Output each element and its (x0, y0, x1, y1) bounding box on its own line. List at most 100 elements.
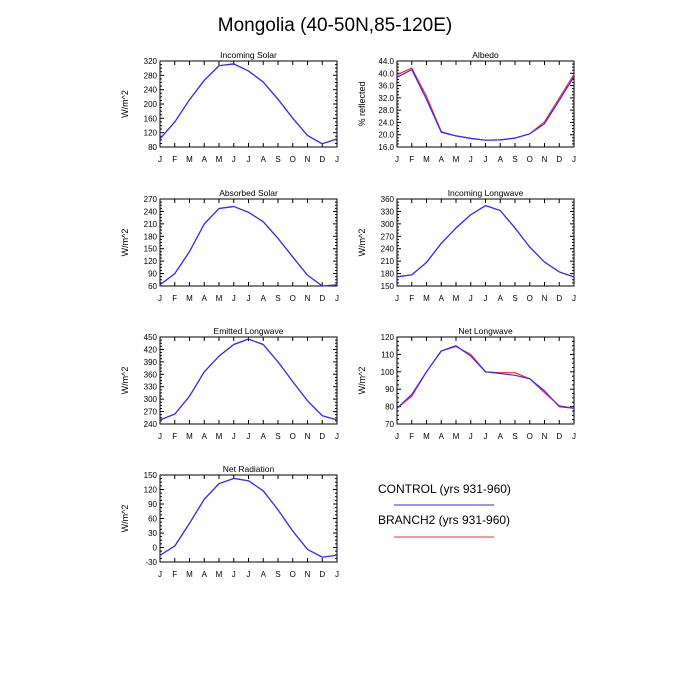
y-tick-label: 0 (153, 544, 158, 553)
x-tick-label: D (319, 155, 325, 164)
x-tick-label: O (527, 432, 533, 441)
x-tick-label: N (542, 432, 548, 441)
series-line-control (159, 205, 338, 287)
x-tick-label: M (423, 155, 430, 164)
y-tick-label: 36.0 (378, 82, 394, 91)
x-tick-label: J (572, 155, 576, 164)
y-axis-label: W/m^2 (120, 229, 130, 257)
x-tick-label: O (290, 570, 296, 579)
y-tick-label: 70 (385, 420, 394, 429)
x-tick-label: M (423, 432, 430, 441)
panel-title: Net Radiation (223, 464, 275, 474)
y-tick-label: 28.0 (378, 106, 394, 115)
x-tick-label: A (261, 155, 267, 164)
x-tick-label: J (572, 432, 576, 441)
y-tick-label: 300 (381, 220, 395, 229)
x-tick-label: S (512, 155, 517, 164)
panel-4: Emitted Longwave W/m^2 240 270 300 330 360 390 4… (120, 326, 339, 441)
x-tick-label: D (319, 570, 325, 579)
x-tick-label: M (453, 432, 460, 441)
x-tick-label: J (247, 570, 251, 579)
series-line-branch2 (396, 346, 575, 409)
y-tick-label: 16.0 (378, 143, 394, 152)
x-tick-label: J (469, 432, 473, 441)
x-tick-label: F (172, 570, 177, 579)
panel-2: Absorbed Solar W/m^2 60 90 120 150 180 210 240 27… (120, 188, 339, 303)
x-tick-label: J (395, 294, 399, 303)
y-tick-label: 320 (144, 57, 158, 66)
x-tick-label: S (275, 570, 280, 579)
x-tick-label: D (319, 432, 325, 441)
x-tick-label: O (290, 155, 296, 164)
x-tick-label: J (484, 155, 488, 164)
x-tick-label: S (275, 432, 280, 441)
x-tick-label: N (305, 294, 311, 303)
y-axis-label: W/m^2 (357, 229, 367, 257)
x-tick-label: J (232, 155, 236, 164)
y-tick-label: 32.0 (378, 94, 394, 103)
series-line-control (396, 68, 575, 141)
x-tick-label: F (409, 294, 414, 303)
panel-title: Absorbed Solar (219, 188, 278, 198)
panel-title: Albedo (472, 50, 499, 60)
figure-title: Mongolia (40-50N,85-120E) (218, 15, 452, 36)
y-tick-label: 240 (144, 207, 158, 216)
x-tick-label: J (232, 570, 236, 579)
x-tick-label: D (556, 294, 562, 303)
y-tick-label: 360 (381, 195, 395, 204)
x-tick-label: A (439, 155, 445, 164)
x-tick-label: F (172, 294, 177, 303)
x-tick-label: J (232, 294, 236, 303)
y-tick-label: -30 (145, 558, 157, 567)
legend-label-branch2: BRANCH2 (yrs 931-960) (378, 513, 510, 527)
x-tick-label: F (409, 155, 414, 164)
y-tick-label: 270 (144, 408, 158, 417)
y-tick-label: 150 (381, 282, 395, 291)
y-tick-label: 360 (144, 370, 158, 379)
y-tick-label: 420 (144, 345, 158, 354)
panel-3: Incoming Longwave W/m^2 150 180 210 240 270 300… (357, 188, 576, 303)
plot-frame (159, 336, 338, 425)
panel-0: Incoming Solar W/m^2 80 120 160 200 240 280 320 J… (120, 50, 339, 164)
x-tick-label: M (453, 155, 460, 164)
x-tick-label: J (484, 294, 488, 303)
y-tick-label: 200 (144, 100, 158, 109)
x-tick-label: S (275, 155, 280, 164)
x-tick-label: N (542, 155, 548, 164)
panel-title: Emitted Longwave (214, 326, 284, 336)
panels: Incoming Solar W/m^2 80 120 160 200 240 280 320 J… (120, 50, 576, 579)
series-line-branch2 (159, 477, 338, 558)
x-tick-label: M (216, 155, 223, 164)
y-tick-label: 280 (144, 71, 158, 80)
y-tick-label: 240 (144, 420, 158, 429)
x-tick-label: M (453, 294, 460, 303)
x-tick-label: M (186, 432, 193, 441)
x-tick-label: O (527, 294, 533, 303)
y-tick-label: 60 (148, 282, 157, 291)
y-tick-label: 90 (385, 385, 394, 394)
y-tick-label: 120 (144, 257, 158, 266)
x-tick-label: J (484, 432, 488, 441)
y-tick-label: 160 (144, 114, 158, 123)
y-tick-label: 240 (381, 245, 395, 254)
legend: CONTROL (yrs 931-960) BRANCH2 (yrs 931-9… (378, 482, 511, 538)
x-tick-label: S (512, 432, 517, 441)
x-tick-label: O (290, 294, 296, 303)
plot-frame (396, 60, 575, 148)
x-tick-label: A (498, 432, 504, 441)
x-tick-label: M (186, 294, 193, 303)
y-axis-label: W/m^2 (120, 505, 130, 533)
x-tick-label: J (247, 294, 251, 303)
x-tick-label: J (395, 155, 399, 164)
plot-frame (396, 336, 575, 425)
x-tick-label: J (335, 432, 339, 441)
y-axis-label: W/m^2 (357, 367, 367, 395)
y-tick-label: 390 (144, 358, 158, 367)
series-line-control (159, 338, 338, 421)
y-tick-label: 450 (144, 333, 158, 342)
y-tick-label: 80 (148, 143, 157, 152)
y-tick-label: 30 (148, 529, 157, 538)
